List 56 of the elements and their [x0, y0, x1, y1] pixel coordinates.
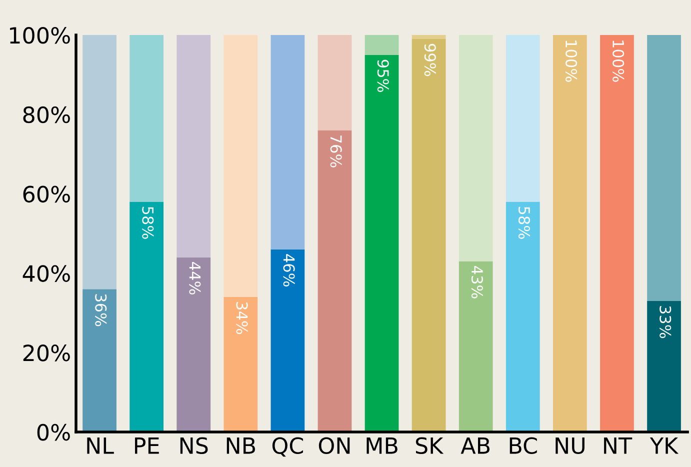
bar — [130, 35, 164, 202]
bar — [224, 297, 258, 432]
x-tick-label: QC — [272, 437, 303, 457]
bar — [224, 35, 258, 298]
bar — [647, 35, 681, 301]
x-tick-label: NT — [604, 438, 632, 454]
x-tick-label: NU — [556, 438, 584, 454]
y-tick-label: 20% — [23, 344, 70, 362]
data-label: 34% — [236, 302, 248, 334]
bar — [130, 202, 164, 432]
data-label: 95% — [377, 60, 389, 92]
data-label: 99% — [424, 44, 436, 76]
bar — [82, 289, 116, 432]
x-tick-label: ON — [318, 437, 350, 454]
y-tick-label: 100% — [10, 26, 70, 44]
x-tick-label: NS — [180, 437, 208, 454]
y-tick-label: 60% — [23, 186, 70, 203]
bar — [506, 202, 540, 432]
y-tick-label: 40% — [22, 265, 70, 282]
x-tick-label: MB — [366, 438, 398, 454]
bar — [506, 35, 540, 202]
bar — [318, 130, 352, 432]
bar — [176, 257, 211, 432]
bar — [364, 35, 399, 55]
x-tick-label: YK — [650, 438, 679, 454]
bar — [458, 35, 493, 262]
bar — [600, 35, 634, 432]
x-tick-label: NB — [226, 438, 256, 454]
bar — [270, 35, 305, 250]
data-label: 36% — [95, 294, 107, 326]
bar — [364, 54, 399, 432]
x-tick-label: NL — [87, 438, 114, 454]
bar — [270, 249, 305, 432]
bar — [318, 35, 352, 130]
bar — [647, 300, 681, 432]
y-tick-label: 80% — [23, 106, 70, 124]
x-tick-label: AB — [460, 438, 490, 454]
x-tick-label: SK — [416, 437, 444, 454]
bar — [176, 35, 211, 258]
data-label: 44% — [189, 262, 201, 294]
data-label: 100% — [566, 40, 578, 82]
bar — [412, 38, 446, 432]
data-label: 33% — [660, 306, 672, 338]
x-tick-label: BC — [510, 437, 537, 454]
x-tick-label: PE — [135, 438, 159, 454]
bar — [553, 35, 587, 432]
y-tick-label: 0% — [37, 424, 70, 441]
data-label: 46% — [283, 254, 295, 286]
data-label: 43% — [471, 266, 483, 298]
data-label: 58% — [518, 206, 530, 239]
bar — [412, 35, 446, 39]
data-label: 100% — [612, 40, 624, 82]
bar — [82, 35, 116, 290]
bar — [458, 261, 493, 432]
data-label: 58% — [142, 206, 154, 239]
data-label: 76% — [330, 136, 342, 168]
